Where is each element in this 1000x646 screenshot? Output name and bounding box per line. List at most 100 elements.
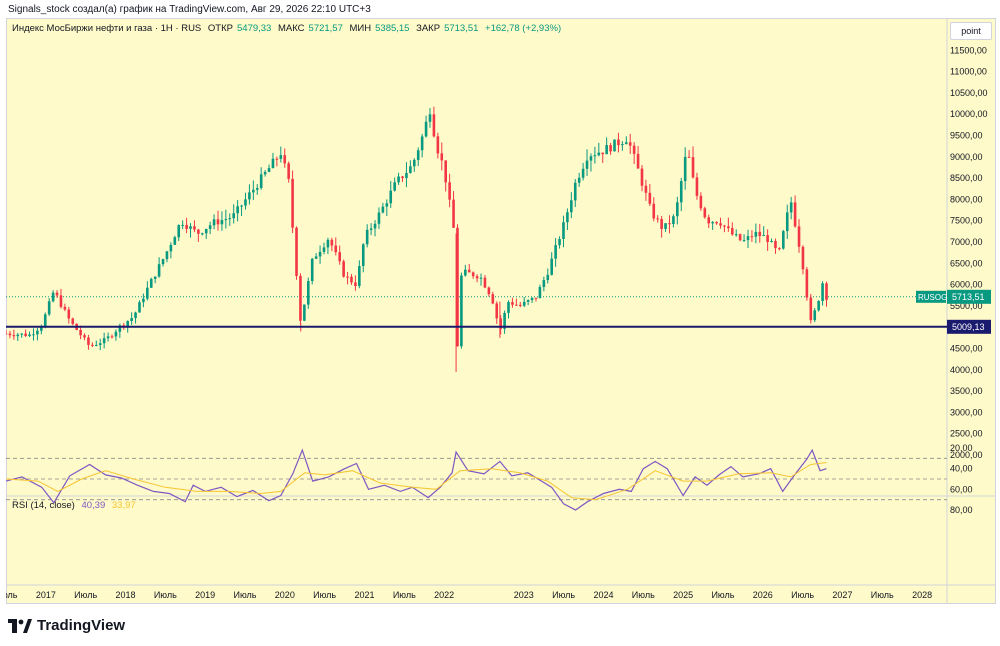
candle-body bbox=[534, 297, 538, 299]
candle-body bbox=[204, 228, 208, 234]
candle-body bbox=[8, 333, 12, 336]
high-value: 5721,57 bbox=[308, 23, 343, 34]
candle-body bbox=[676, 202, 679, 217]
candle bbox=[770, 238, 773, 243]
candle bbox=[609, 142, 612, 155]
candle bbox=[134, 311, 137, 324]
candle bbox=[212, 214, 216, 230]
candle-body bbox=[169, 244, 173, 252]
candle bbox=[318, 245, 322, 264]
candle bbox=[676, 196, 679, 225]
candle bbox=[428, 108, 432, 128]
symbol-legend: Индекс МосБиржи нефти и газа · 1Н · RUS … bbox=[12, 23, 561, 34]
candle-body bbox=[51, 292, 55, 302]
scale-mode-button[interactable]: point bbox=[950, 22, 992, 40]
price-pane: 2000,00 2500,00 3000,00 3500,00 4000,00 4500,… bbox=[6, 18, 996, 604]
tradingview-logo[interactable]: TradingView bbox=[8, 617, 125, 634]
candle-body bbox=[177, 225, 181, 238]
candle bbox=[660, 216, 663, 238]
price-tick-label: 7000,00 bbox=[950, 237, 983, 247]
candle bbox=[566, 208, 569, 231]
symbol-badge-text: RUSOG bbox=[918, 293, 947, 302]
candle bbox=[169, 242, 173, 259]
candle-body bbox=[216, 219, 220, 225]
candle bbox=[106, 332, 110, 342]
candle-body bbox=[240, 205, 243, 207]
candle-body bbox=[228, 218, 232, 220]
candle bbox=[185, 217, 188, 234]
candle-body bbox=[432, 114, 436, 137]
candle-body bbox=[691, 157, 695, 178]
candle bbox=[640, 165, 644, 192]
candle-body bbox=[220, 220, 224, 225]
candle bbox=[440, 142, 444, 171]
candle-body bbox=[79, 329, 82, 336]
candle bbox=[224, 209, 228, 229]
candle bbox=[621, 141, 624, 151]
candle bbox=[624, 136, 628, 145]
candle-body bbox=[361, 244, 365, 267]
candle-body bbox=[825, 283, 828, 300]
candle-body bbox=[197, 229, 200, 234]
candle-body bbox=[267, 168, 271, 172]
candle-body bbox=[452, 199, 455, 228]
rsi-value: 40,39 bbox=[81, 500, 106, 511]
candle bbox=[409, 160, 412, 174]
candle bbox=[452, 191, 455, 228]
candle-body bbox=[134, 312, 137, 319]
price-tick-label: 6000,00 bbox=[950, 280, 983, 290]
candle bbox=[546, 268, 550, 284]
candle bbox=[789, 196, 793, 220]
candle-body bbox=[656, 218, 659, 220]
candle-body bbox=[730, 228, 734, 235]
candle bbox=[322, 242, 326, 255]
support-price-badge bbox=[947, 319, 991, 334]
candle-body bbox=[244, 199, 247, 206]
candle bbox=[279, 146, 283, 163]
candle bbox=[534, 297, 538, 302]
time-tick-label: Июль bbox=[6, 590, 18, 600]
candle-body bbox=[412, 159, 416, 167]
candle bbox=[778, 247, 781, 251]
candle bbox=[573, 179, 577, 208]
candle-body bbox=[467, 269, 471, 273]
price-tick-label: 10500,00 bbox=[950, 88, 988, 98]
candle bbox=[189, 223, 192, 238]
candle-body bbox=[562, 222, 565, 240]
close-value: 5713,51 bbox=[444, 23, 479, 34]
candle bbox=[636, 146, 640, 169]
candle-body bbox=[291, 178, 294, 228]
candle-body bbox=[511, 302, 514, 305]
candle-body bbox=[212, 219, 216, 226]
candle-body bbox=[16, 334, 20, 337]
candle bbox=[43, 312, 47, 329]
candle-body bbox=[149, 278, 153, 288]
candle bbox=[138, 300, 141, 313]
candle bbox=[424, 115, 428, 138]
time-tick-label: Июль bbox=[791, 590, 814, 600]
candle-body bbox=[118, 325, 122, 332]
candle bbox=[248, 184, 251, 205]
candle bbox=[538, 284, 542, 299]
candle-body bbox=[742, 240, 746, 242]
price-tick-label: 6500,00 bbox=[950, 258, 983, 268]
candle bbox=[562, 215, 565, 248]
chart-canvas[interactable]: 2000,00 2500,00 3000,00 3500,00 4000,00 4500,… bbox=[6, 18, 996, 604]
candle bbox=[6, 330, 8, 335]
low-value: 5385,15 bbox=[375, 23, 410, 34]
candle bbox=[87, 334, 90, 350]
candle-body bbox=[436, 136, 440, 154]
candle-body bbox=[326, 239, 330, 248]
candle-body bbox=[20, 333, 24, 335]
candle-body bbox=[224, 219, 228, 221]
time-tick-label: 2017 bbox=[36, 590, 56, 600]
candle-body bbox=[444, 160, 447, 183]
candle bbox=[110, 334, 114, 339]
candle bbox=[263, 170, 267, 177]
candle-body bbox=[617, 139, 620, 146]
candle bbox=[707, 214, 711, 229]
candle-body bbox=[185, 224, 188, 229]
candle bbox=[766, 229, 769, 251]
candle bbox=[326, 237, 330, 255]
candle bbox=[577, 172, 581, 187]
